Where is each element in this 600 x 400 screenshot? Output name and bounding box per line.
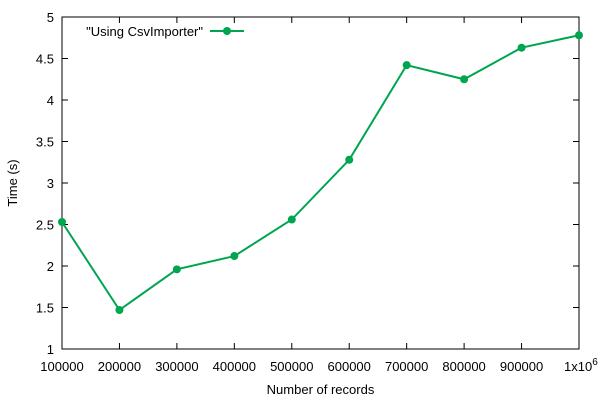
axes bbox=[61, 16, 580, 350]
x-tick-label: 900000 bbox=[500, 359, 543, 374]
y-tick-label: 4.5 bbox=[36, 52, 54, 67]
x-tick-label: 200000 bbox=[98, 359, 141, 374]
tick-marks bbox=[61, 16, 580, 350]
data-point bbox=[402, 61, 411, 70]
legend-label: "Using CsvImporter" bbox=[86, 24, 203, 39]
legend-marker bbox=[223, 27, 231, 35]
x-tick-label: 800000 bbox=[442, 359, 485, 374]
x-tick-label: 600000 bbox=[328, 359, 371, 374]
x-tick-label: 500000 bbox=[270, 359, 313, 374]
y-tick-label: 4 bbox=[47, 93, 54, 108]
data-point bbox=[575, 31, 583, 40]
y-tick-label: 3 bbox=[47, 176, 54, 191]
y-tick-label: 2.5 bbox=[36, 218, 54, 233]
x-tick-label: 1x106 bbox=[564, 357, 598, 374]
data-point bbox=[58, 218, 66, 227]
data-point bbox=[287, 215, 296, 224]
data-point bbox=[115, 305, 124, 314]
y-tick-label: 5 bbox=[47, 10, 54, 25]
x-tick-label-exponent: 6 bbox=[592, 357, 598, 368]
y-tick-label: 3.5 bbox=[36, 135, 54, 150]
y-tick-label: 1 bbox=[47, 342, 54, 357]
series-group bbox=[58, 31, 583, 314]
data-point bbox=[172, 265, 181, 274]
y-tick-label: 2 bbox=[47, 259, 54, 274]
x-axis-label: Number of records bbox=[267, 382, 375, 397]
legend: "Using CsvImporter" bbox=[86, 24, 244, 39]
data-point bbox=[460, 75, 469, 84]
y-axis-label: Time (s) bbox=[5, 159, 20, 206]
x-tick-label: 400000 bbox=[213, 359, 256, 374]
y-tick-label: 1.5 bbox=[36, 301, 54, 316]
data-point bbox=[345, 155, 354, 164]
x-tick-label: 700000 bbox=[385, 359, 428, 374]
plot-border bbox=[61, 16, 580, 350]
x-tick-label: 300000 bbox=[155, 359, 198, 374]
y-tick-labels: 1 1.5 2 2.5 3 3.5 4 4.5 5 bbox=[36, 10, 54, 357]
x-tick-labels: 100000 200000 300000 400000 500000 600000 7000… bbox=[40, 357, 598, 374]
series-line bbox=[61, 34, 580, 312]
x-tick-label: 100000 bbox=[40, 359, 83, 374]
data-point bbox=[517, 43, 526, 52]
data-point bbox=[230, 252, 239, 261]
